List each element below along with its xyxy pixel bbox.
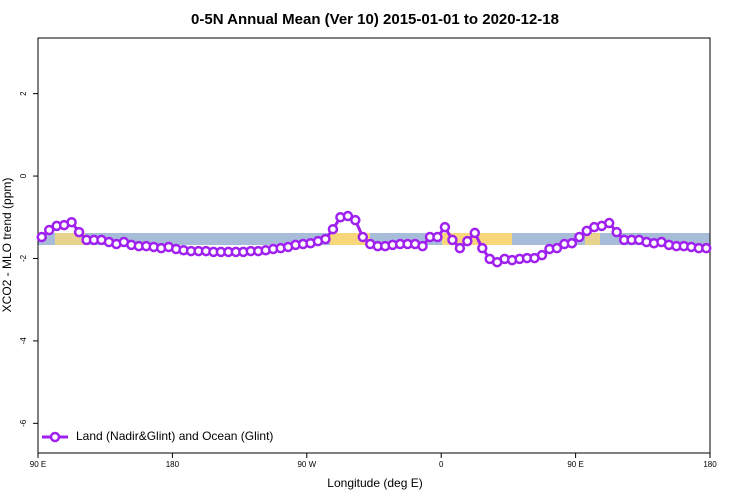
x-tick-label: 180 (166, 460, 180, 469)
data-point (551, 242, 563, 254)
data-point (36, 231, 47, 243)
data-point (342, 210, 354, 222)
data-point (439, 221, 451, 233)
data-point (574, 231, 585, 243)
data-point (66, 216, 77, 228)
y-axis-label: XCO2 - MLO trend (ppm) (0, 178, 14, 313)
data-point (701, 242, 712, 254)
data-point (469, 227, 481, 239)
x-tick-label: 90 E (567, 460, 583, 469)
data-point (462, 235, 473, 247)
data-point (536, 249, 548, 261)
data-point (417, 240, 428, 252)
x-tick-label: 90 E (30, 460, 46, 469)
x-tick-label: 180 (703, 460, 717, 469)
data-point (43, 224, 55, 236)
data-point (447, 234, 458, 246)
chart-title: 0-5N Annual Mean (Ver 10) 2015-01-01 to … (191, 11, 559, 28)
data-point (454, 242, 466, 254)
data-point (432, 231, 443, 243)
data-point (477, 242, 488, 254)
data-point (320, 233, 331, 245)
ocean-band (38, 233, 710, 245)
data-point (327, 223, 339, 235)
data-point (357, 231, 369, 243)
data-point (350, 214, 361, 226)
x-tick-label: 0 (439, 460, 444, 469)
data-point (566, 237, 578, 249)
legend-label: Land (Nadir&Glint) and Ocean (Glint) (76, 429, 273, 443)
y-tick-label: 2 (19, 91, 28, 96)
data-point (73, 226, 85, 238)
x-axis-label: Longitude (deg E) (327, 476, 422, 490)
y-tick-label: -4 (19, 337, 28, 345)
land-band (585, 233, 600, 245)
y-tick-label: -2 (19, 254, 28, 262)
y-tick-label: -6 (19, 419, 28, 427)
data-point (611, 226, 622, 238)
data-point (603, 217, 615, 229)
x-tick-label: 90 W (297, 460, 316, 469)
y-tick-label: 0 (19, 173, 28, 178)
legend-marker (49, 431, 61, 443)
